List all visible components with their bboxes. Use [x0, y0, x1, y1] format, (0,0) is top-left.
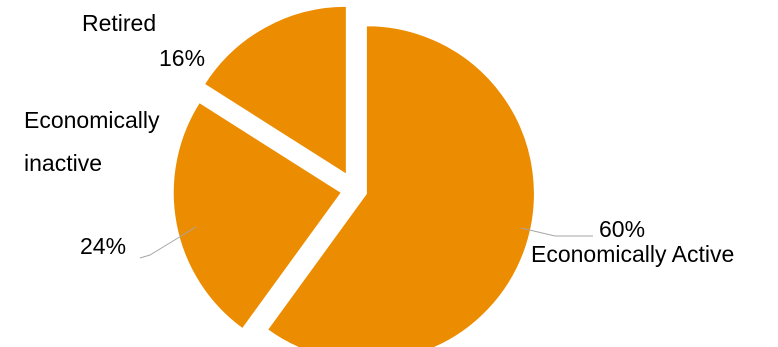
pie-slice-active: [266, 25, 535, 347]
pie-slices: [172, 5, 535, 347]
slice-label-inactive-category-line-1: Economically: [24, 107, 160, 133]
pie-slice-inactive: [172, 101, 342, 330]
slice-label-inactive-category: Economically inactive: [24, 107, 166, 176]
pie-slice-retired: [203, 5, 347, 176]
slice-label-inactive-category-line-2: inactive: [24, 150, 102, 176]
slice-label-active-value: 60%: [599, 216, 645, 242]
leader-lines: [139, 226, 593, 259]
slice-label-inactive-value: 24%: [80, 233, 126, 259]
slice-label-retired-value: 16%: [159, 45, 205, 71]
slice-label-retired-category: Retired: [82, 10, 156, 36]
slice-label-active-category: Economically Active: [531, 241, 734, 267]
leader-line-active: [520, 227, 593, 237]
leader-line-inactive: [139, 226, 197, 259]
